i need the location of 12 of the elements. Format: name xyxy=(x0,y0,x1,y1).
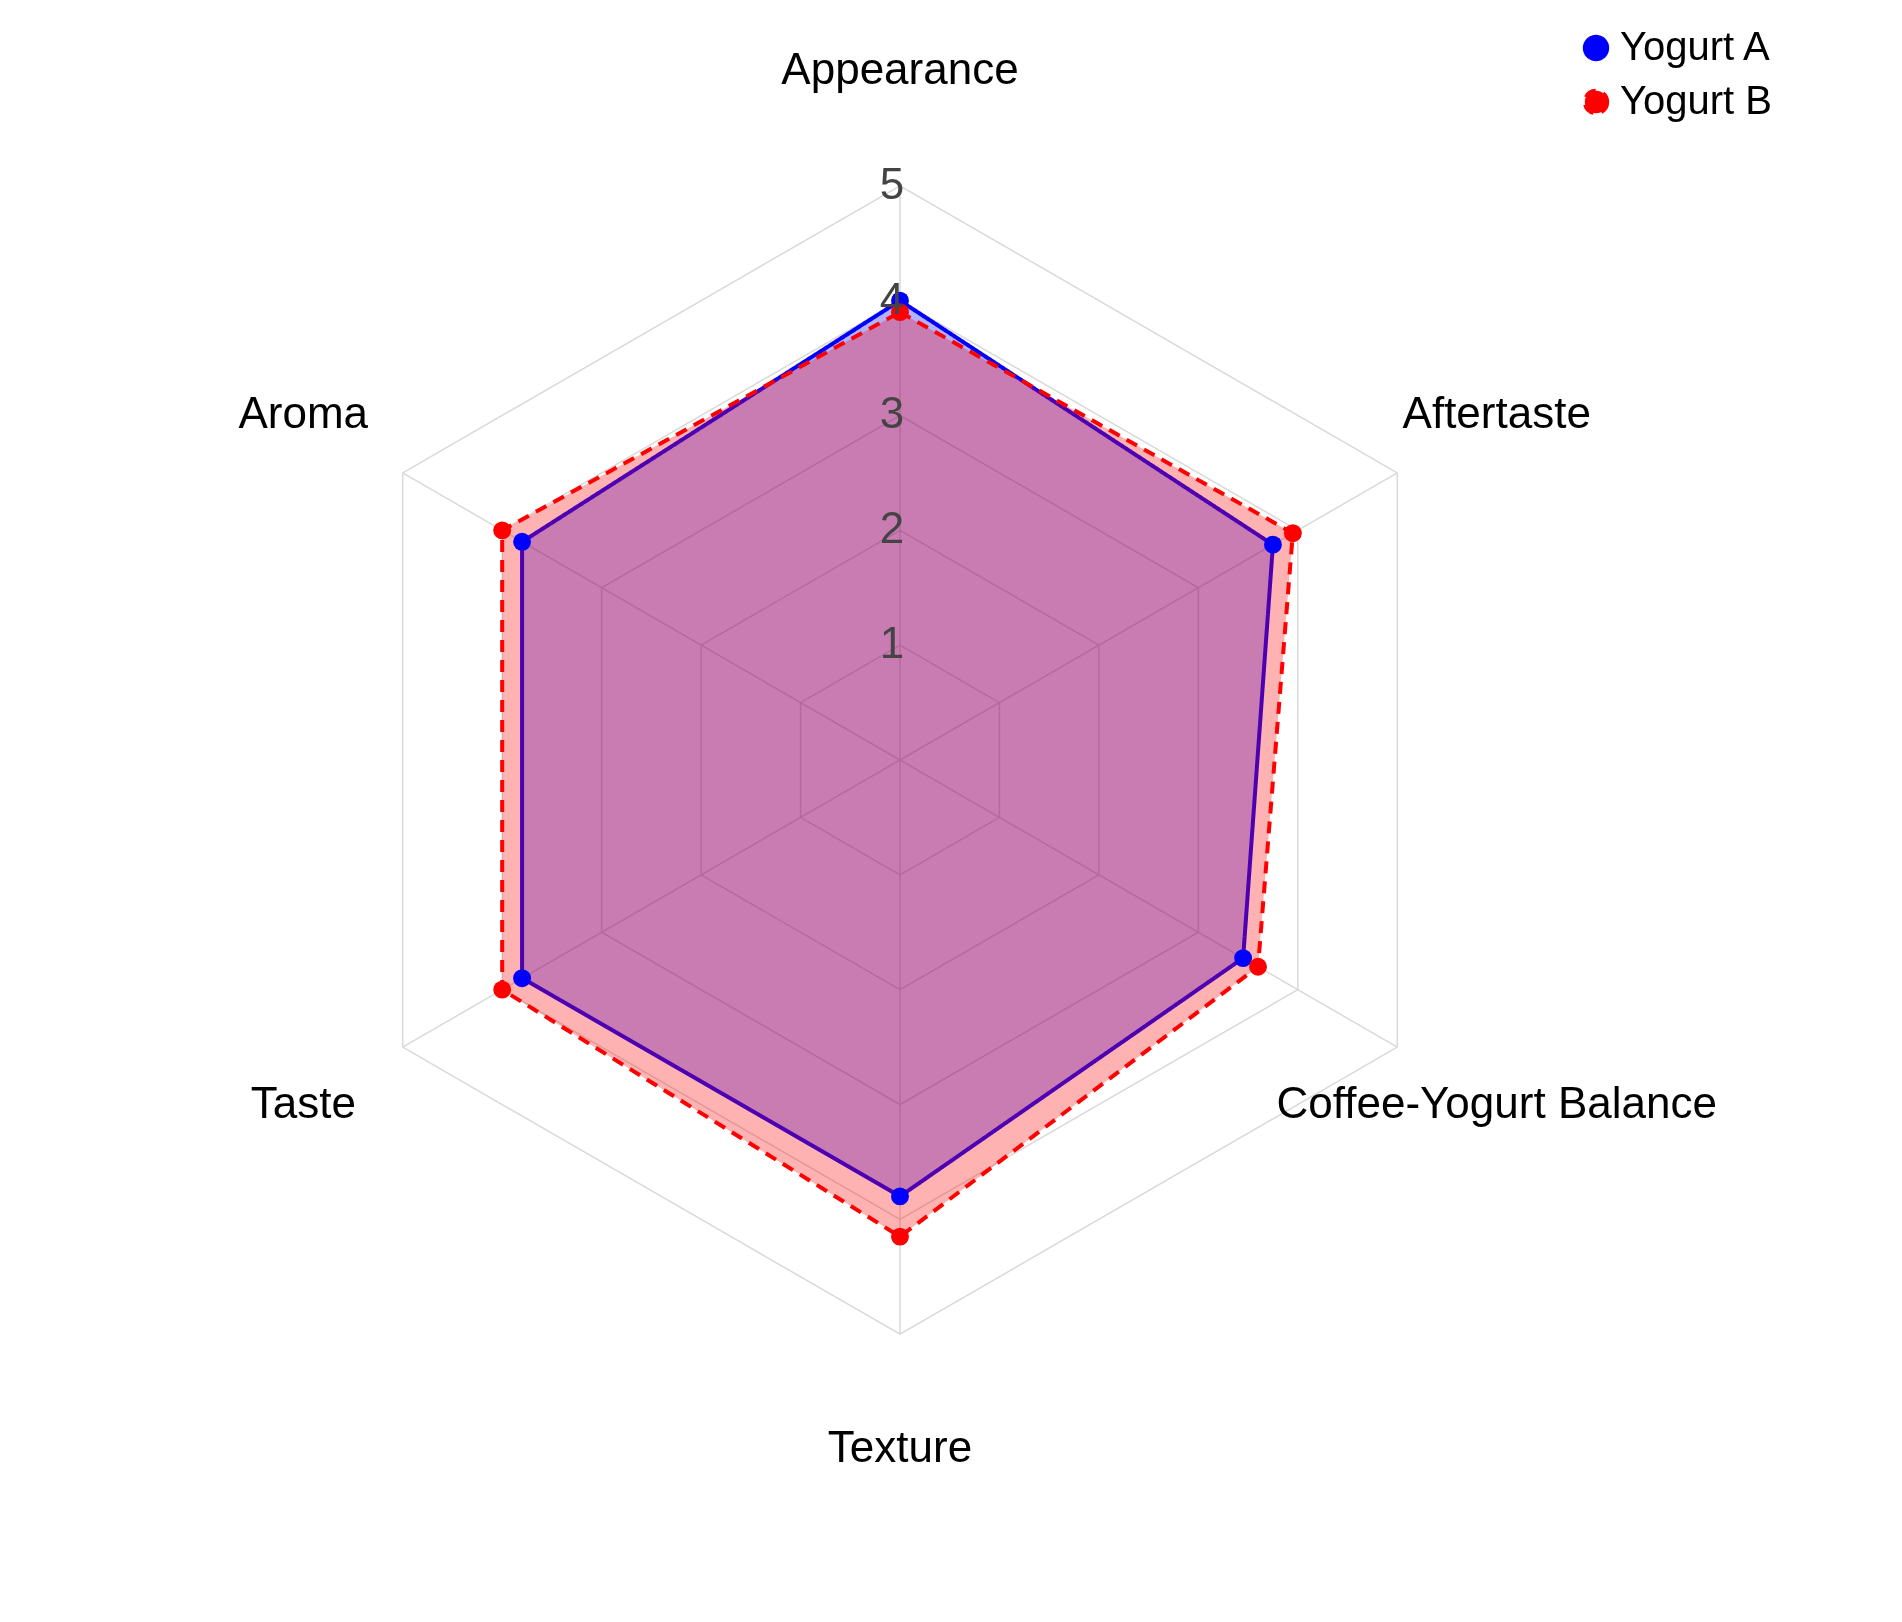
y-tick-label: 3 xyxy=(879,388,905,438)
spoke-label: Appearance xyxy=(781,43,1019,93)
spoke-label: Coffee-Yogurt Balance xyxy=(1276,1077,1717,1127)
legend-label: Yogurt A xyxy=(1620,24,1771,68)
spoke-label: Taste xyxy=(250,1077,356,1127)
y-tick-label: 5 xyxy=(879,158,905,208)
y-tick-label: 2 xyxy=(879,503,905,553)
y-tick-label: 1 xyxy=(879,618,905,668)
spoke-label: Aroma xyxy=(238,388,369,438)
spoke-label: Texture xyxy=(827,1422,973,1472)
spoke-label: Aftertaste xyxy=(1402,388,1591,438)
legend-label: Yogurt B xyxy=(1620,78,1772,122)
